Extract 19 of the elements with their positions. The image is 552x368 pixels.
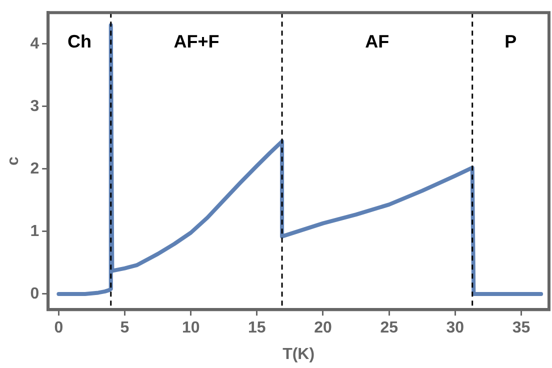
x-tick-label: 10 bbox=[182, 320, 200, 337]
x-tick-label: 5 bbox=[120, 320, 130, 337]
x-tick-label: 35 bbox=[512, 320, 530, 337]
y-tick-label: 1 bbox=[30, 222, 40, 240]
y-tick-label: 3 bbox=[30, 98, 40, 115]
x-axis-title: T(K) bbox=[282, 346, 315, 363]
annotation: Ch bbox=[67, 32, 92, 52]
annotation: P bbox=[504, 32, 517, 52]
x-tick-label: 30 bbox=[446, 320, 464, 337]
y-axis-title: c bbox=[5, 156, 22, 166]
y-tick-label: 0 bbox=[30, 285, 40, 302]
x-tick-label: 15 bbox=[248, 320, 266, 337]
x-tick-label: 0 bbox=[54, 320, 64, 337]
y-tick-label: 4 bbox=[30, 35, 40, 52]
x-tick-label: 25 bbox=[380, 320, 398, 337]
x-tick-label: 20 bbox=[314, 320, 332, 337]
annotation: AF+F bbox=[174, 32, 220, 52]
annotation: AF bbox=[365, 32, 390, 52]
y-tick-label: 2 bbox=[30, 160, 40, 178]
